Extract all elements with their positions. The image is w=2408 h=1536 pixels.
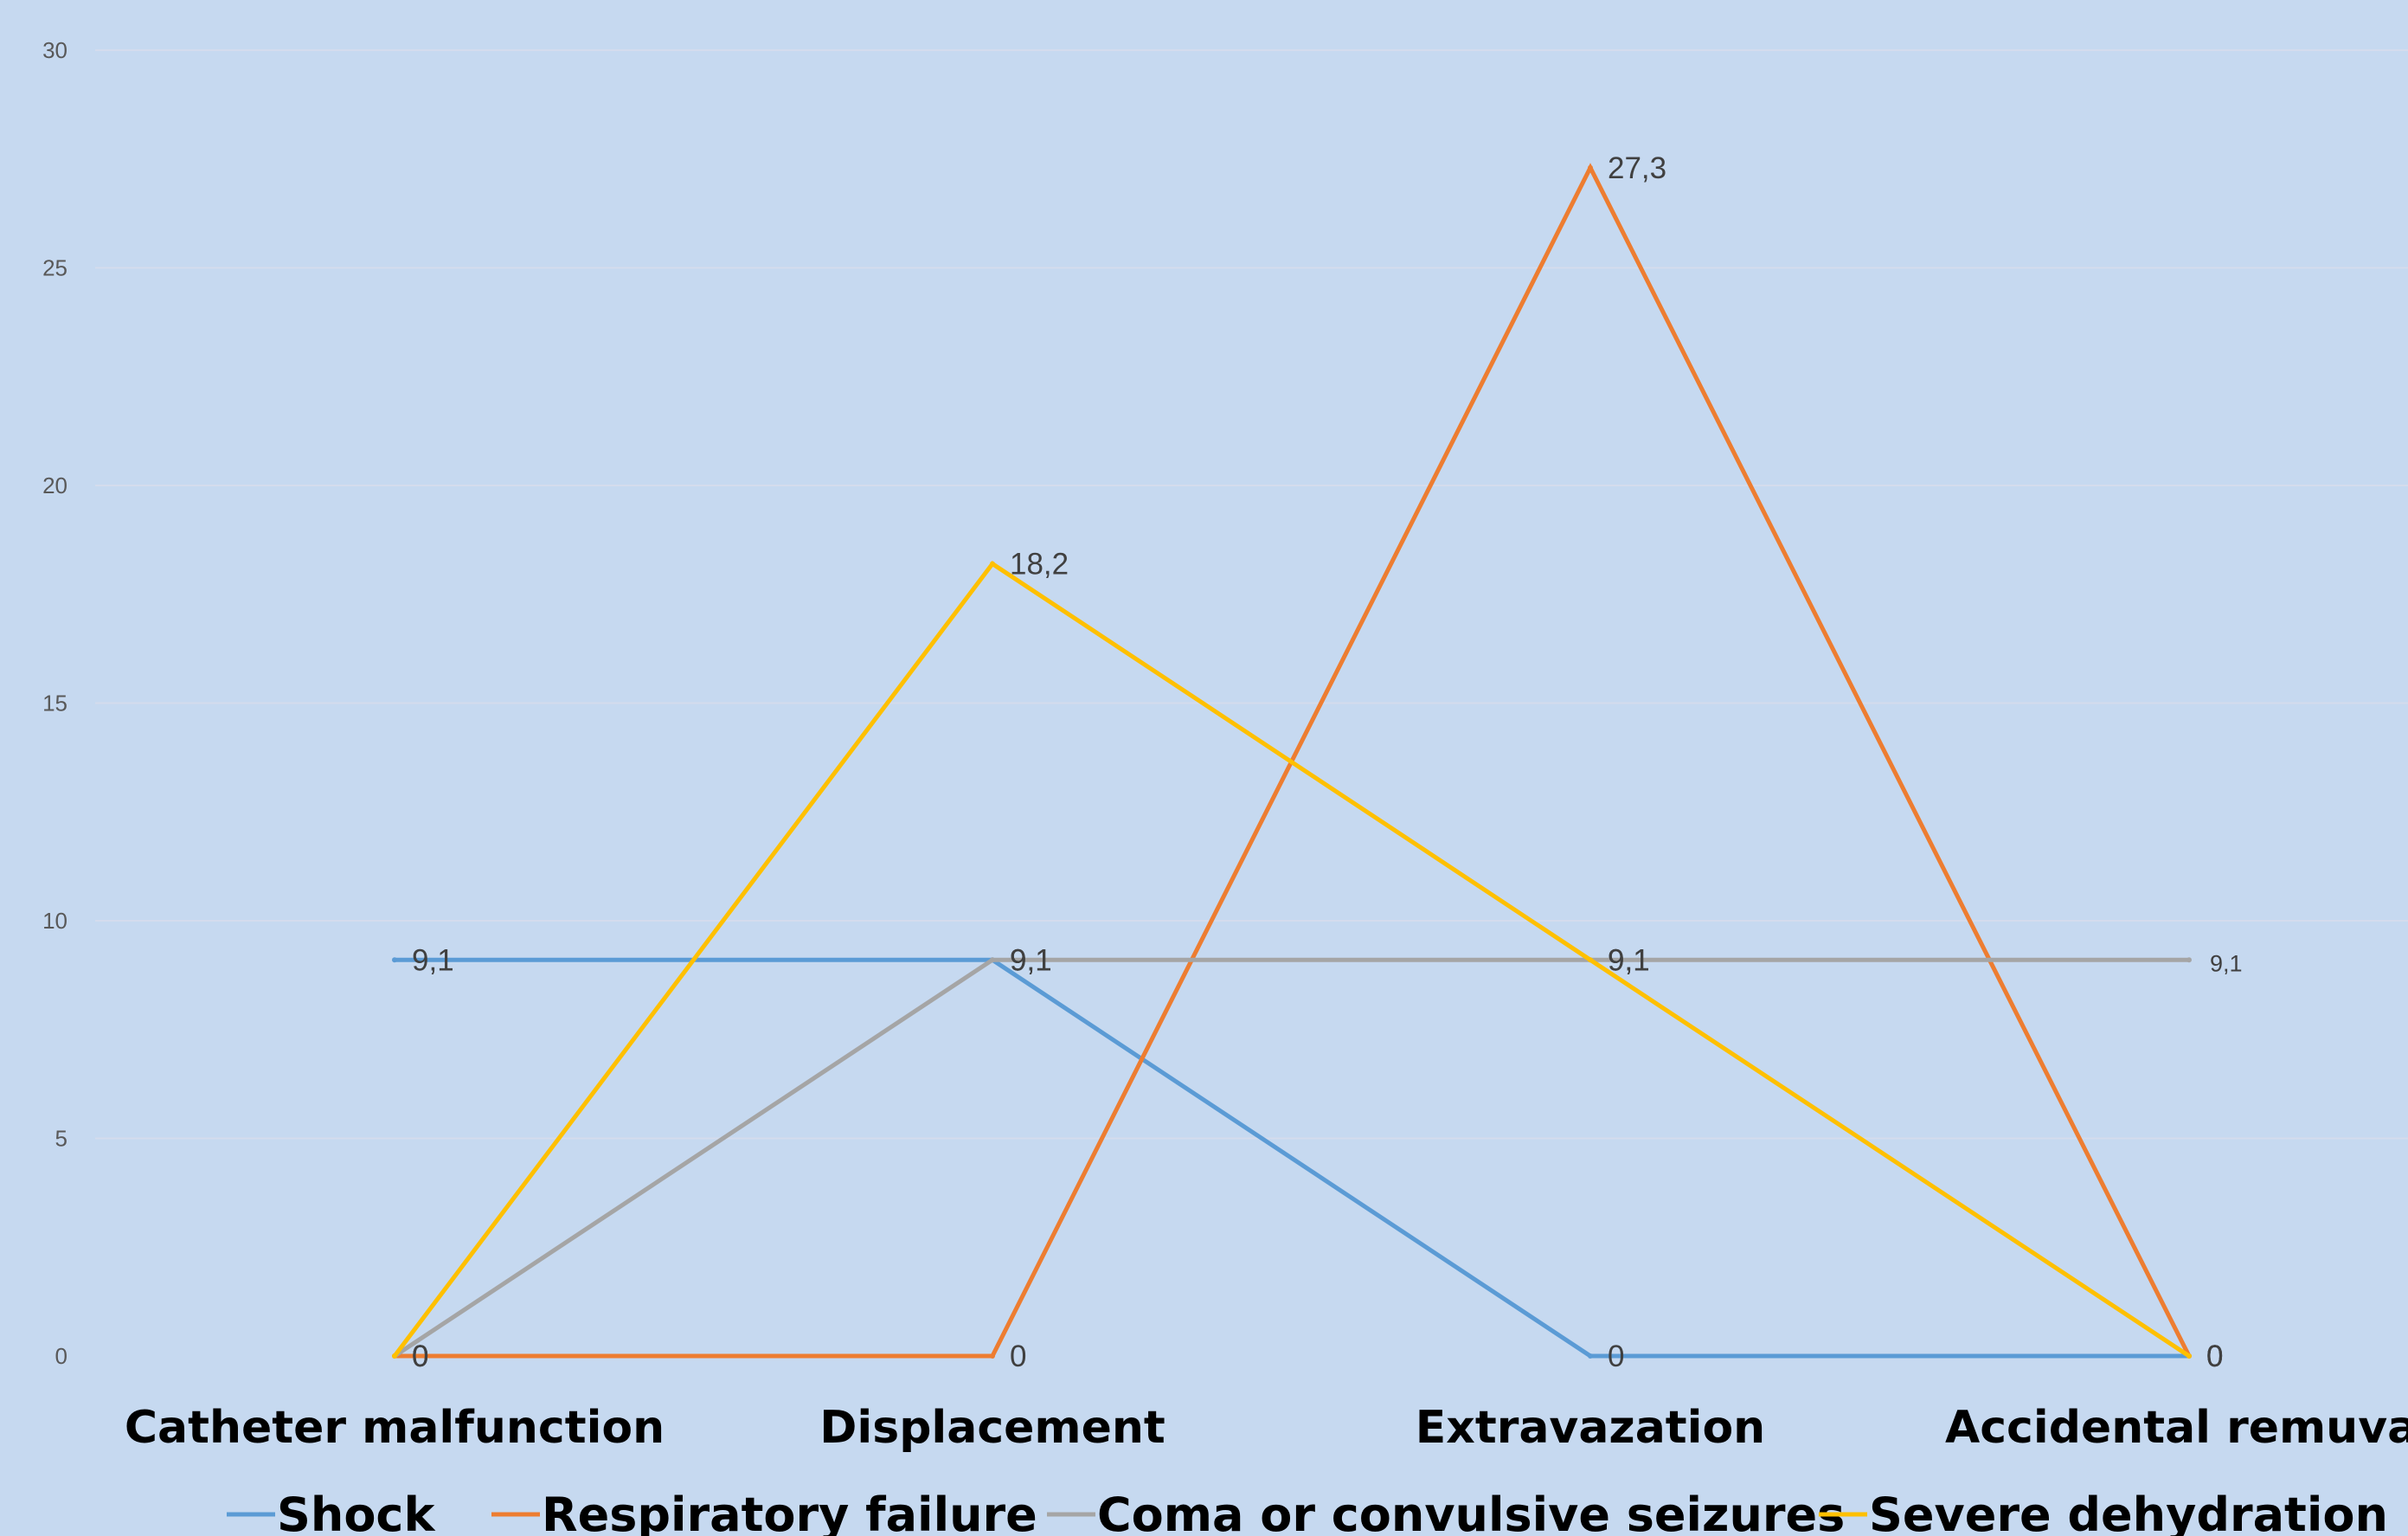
series-line-3 <box>393 957 2189 1359</box>
data-label: 0 <box>1608 1340 1624 1373</box>
y-tick-label: 5 <box>55 1126 67 1152</box>
data-label: 9,1 <box>1608 943 1650 977</box>
data-point <box>392 957 397 963</box>
data-point <box>990 561 995 567</box>
data-point <box>392 1353 397 1359</box>
y-axis-ticks: 0 5 10 15 20 25 30 <box>42 37 67 1369</box>
data-label: 0 <box>2206 1340 2223 1373</box>
data-label: 0 <box>2206 1340 2223 1373</box>
data-point <box>1588 164 1593 170</box>
y-tick-label: 20 <box>42 472 67 498</box>
legend: Shock Respiratory failure Coma or convulsi… <box>227 1488 2388 1536</box>
data-label: 9,1 <box>1608 943 1650 977</box>
data-point <box>1588 957 1593 963</box>
x-tick-label: Displacement <box>819 1402 1165 1454</box>
data-point <box>990 1353 995 1359</box>
data-point <box>2186 1353 2192 1359</box>
legend-entry: Severe dehydration <box>1869 1488 2388 1536</box>
data-point <box>990 957 995 963</box>
x-axis-ticks: Catheter malfunction Displacement Extravaz… <box>125 1402 2408 1454</box>
legend-entry: Coma or convulsive seizures <box>1097 1488 1845 1536</box>
x-tick-label: Catheter malfunction <box>125 1402 665 1454</box>
data-label: 9,1 <box>412 943 454 977</box>
data-label: 9,1 <box>1010 943 1052 977</box>
series-line-4 <box>393 561 2191 1359</box>
y-tick-label: 10 <box>42 908 67 934</box>
series-lines <box>392 163 2192 1359</box>
data-label: 18,2 <box>1010 548 1069 582</box>
data-point <box>2186 957 2192 963</box>
series-line-1 <box>395 957 2189 1359</box>
y-tick-label: 25 <box>42 255 67 281</box>
data-label: 0 <box>2206 1340 2223 1373</box>
gridlines <box>95 49 2408 1140</box>
data-label: 0 <box>412 1340 428 1373</box>
y-tick-label: 0 <box>55 1343 67 1369</box>
data-label: 27,3 <box>1608 151 1666 185</box>
y-tick-label: 15 <box>42 691 67 717</box>
data-point <box>1588 1353 1593 1359</box>
x-tick-label: Extravazation <box>1416 1402 1765 1454</box>
data-label: 9,1 <box>1010 943 1052 977</box>
legend-entry: Respiratory failure <box>542 1488 1037 1536</box>
data-label: 0 <box>412 1340 428 1373</box>
y-tick-label: 30 <box>42 37 67 63</box>
data-label: 0 <box>412 1340 428 1373</box>
data-label: 0 <box>1010 1340 1026 1373</box>
legend-entry: Shock <box>277 1488 435 1536</box>
data-label: 9,1 <box>2210 950 2243 976</box>
x-tick-label: Accidental remuval <box>1945 1402 2408 1454</box>
